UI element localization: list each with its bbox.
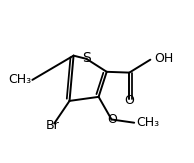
Text: O: O (124, 94, 134, 107)
Text: O: O (107, 113, 117, 126)
Text: S: S (82, 51, 91, 65)
Text: CH₃: CH₃ (136, 116, 159, 129)
Text: CH₃: CH₃ (8, 73, 32, 86)
Text: Br: Br (46, 119, 59, 132)
Text: OH: OH (154, 52, 174, 65)
